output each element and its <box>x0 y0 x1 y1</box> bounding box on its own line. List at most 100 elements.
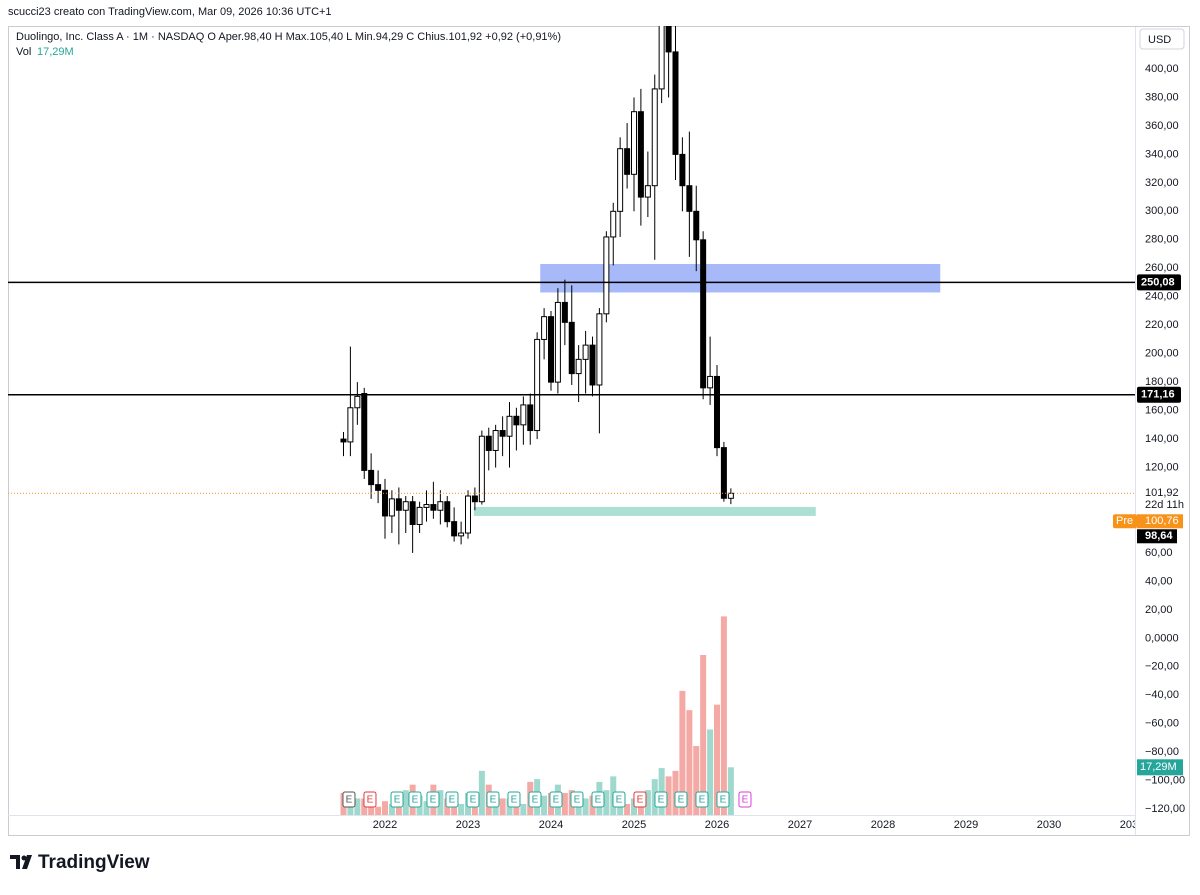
y-tick-label: 280,00 <box>1145 234 1179 246</box>
brand-logo <box>10 855 32 869</box>
candle-body <box>430 504 437 511</box>
event-label: E <box>574 795 581 806</box>
premarket-label: 100,76 <box>1145 515 1179 527</box>
last-price-label: 101,92 <box>1145 487 1179 499</box>
candle-body <box>665 26 672 53</box>
candle-body <box>700 239 707 389</box>
event-marker <box>426 791 440 808</box>
level-label-box <box>1137 274 1181 291</box>
y-tick-label: 120,00 <box>1145 461 1179 473</box>
candle-body <box>603 236 610 315</box>
event-marker <box>570 791 584 808</box>
candle-body <box>727 492 734 499</box>
candle-body <box>381 489 388 517</box>
candle-body <box>644 185 651 198</box>
candle-body <box>485 435 492 451</box>
candle-body <box>568 321 575 375</box>
currency[interactable]: USD <box>1148 34 1171 46</box>
event-marker <box>486 791 500 808</box>
candle-body <box>388 498 395 517</box>
price-axis: 400,00 380,00 360,00 340,00 320,00 300,00 280,… <box>1113 63 1187 815</box>
zone <box>473 506 816 516</box>
x-tick-label: 2028 <box>871 819 895 831</box>
event-label: E <box>720 795 727 806</box>
volume-bar <box>714 704 721 815</box>
volume-bar <box>451 801 458 815</box>
volume-bar <box>381 801 388 815</box>
volume-bar <box>707 729 714 815</box>
volume-bar <box>368 803 375 815</box>
volume-bar <box>520 803 527 815</box>
volume-bar <box>575 801 582 815</box>
candle-body <box>624 148 631 175</box>
candle-body <box>444 501 451 523</box>
volume-bar <box>458 803 465 815</box>
candle-body <box>658 26 665 90</box>
x-tick-label: 2026 <box>705 819 729 831</box>
y-tick-label: 180,00 <box>1145 376 1179 388</box>
y-tick-label: 220,00 <box>1145 319 1179 331</box>
candle-body <box>686 185 693 212</box>
event-marker <box>549 791 563 808</box>
candle-body <box>354 395 361 409</box>
volume-bar <box>700 654 707 815</box>
y-tick-label: 340,00 <box>1145 148 1179 160</box>
x-axis: 2022 2023 2024 2025 2026 2027 2028 2029 2030 2031 <box>373 819 1145 831</box>
x-tick-label: 2022 <box>373 819 397 831</box>
candle-body <box>707 375 714 389</box>
candle-body <box>402 501 409 511</box>
candle-body <box>672 51 679 155</box>
y-tick-label: 20,00 <box>1145 604 1173 616</box>
candle-body <box>631 111 638 175</box>
volume-bar <box>582 798 589 815</box>
candle-body <box>534 338 541 432</box>
volume-bar <box>402 790 409 815</box>
candle-body <box>589 344 596 386</box>
event-marker <box>445 791 459 808</box>
volume-bar <box>644 790 651 815</box>
event-marker <box>674 791 688 808</box>
event-marker <box>466 791 480 808</box>
byline: scucci23 creato con TradingView.com, Mar… <box>8 6 332 18</box>
candle-body <box>340 438 347 443</box>
x-tick-label: 2029 <box>954 819 978 831</box>
x-tick-label: 2023 <box>456 819 480 831</box>
volume-bar <box>617 801 624 815</box>
event-label: E <box>616 795 623 806</box>
candle-body <box>520 404 527 426</box>
currency-button[interactable] <box>1139 28 1185 50</box>
y-tick-label: 380,00 <box>1145 91 1179 103</box>
event-label: E <box>367 795 374 806</box>
candle-body <box>541 316 548 340</box>
volume-bar <box>624 803 631 815</box>
candle-body <box>575 358 582 375</box>
premarket-tag-box <box>1113 514 1137 529</box>
event-label: E <box>553 795 560 806</box>
event-marker <box>695 791 709 808</box>
event-label: E <box>637 795 644 806</box>
volume-tag-box <box>1137 759 1183 776</box>
candle-body <box>610 210 617 238</box>
volume-tag: 17,29M <box>1140 761 1177 773</box>
volume-bar <box>727 767 734 815</box>
x-tick-label: 2024 <box>539 819 563 831</box>
event-label: E <box>412 795 419 806</box>
y-tick-label: 360,00 <box>1145 120 1179 132</box>
volume-title: Vol <box>16 46 31 58</box>
event-marker <box>408 791 422 808</box>
event-label: E <box>595 795 602 806</box>
event-marker <box>507 791 521 808</box>
prev-close-box <box>1137 529 1177 544</box>
candle-body <box>416 506 423 525</box>
volume-bar <box>499 798 506 815</box>
price-axis-panel <box>1136 27 1189 835</box>
level-label: 250,08 <box>1141 276 1175 288</box>
y-tick-label: 60,00 <box>1145 547 1173 559</box>
y-tick-label: −120,00 <box>1145 803 1185 815</box>
y-tick-label: 400,00 <box>1145 63 1179 75</box>
event-label: E <box>394 795 401 806</box>
volume-bar <box>603 790 610 815</box>
premarket-box <box>1137 514 1183 529</box>
